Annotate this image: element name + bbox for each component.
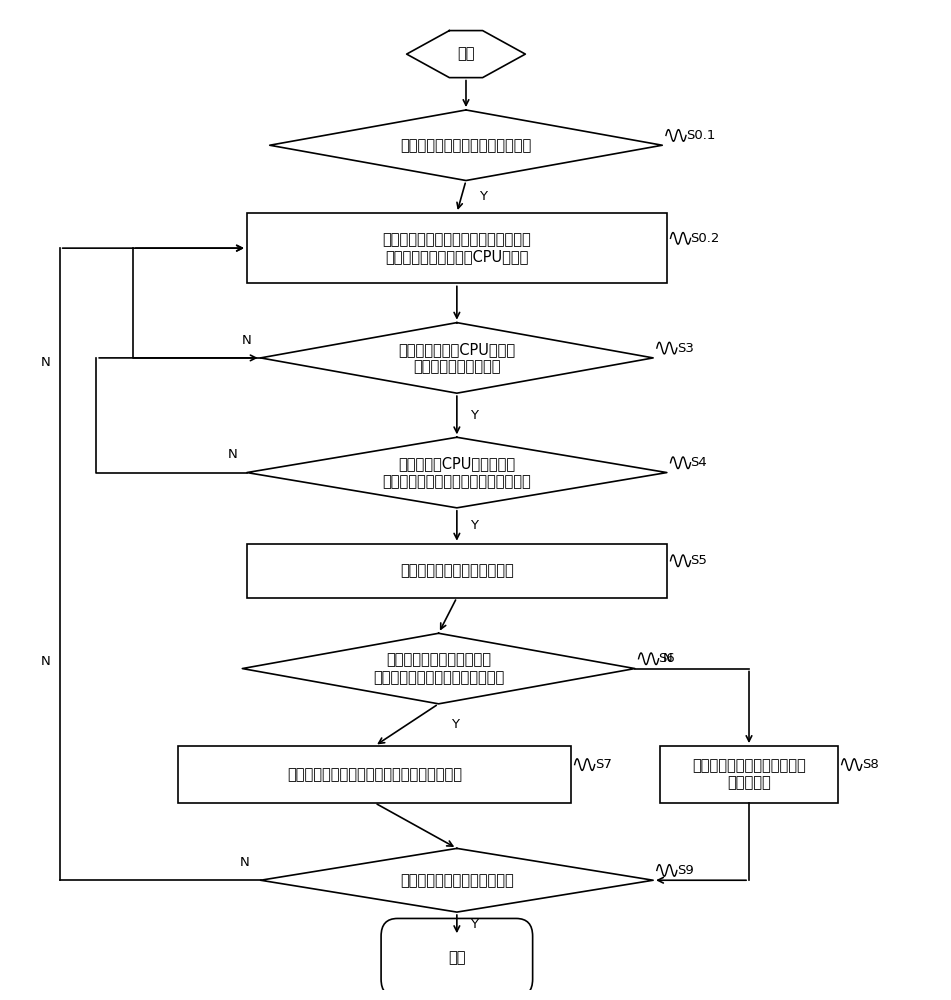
- FancyBboxPatch shape: [381, 918, 533, 997]
- Text: S0.2: S0.2: [690, 232, 720, 245]
- Text: Y: Y: [470, 918, 477, 931]
- Text: N: N: [41, 356, 50, 369]
- Text: S5: S5: [690, 554, 708, 567]
- Polygon shape: [407, 31, 525, 78]
- Polygon shape: [247, 437, 667, 508]
- Polygon shape: [261, 848, 653, 912]
- Text: Y: Y: [452, 718, 459, 731]
- Text: S6: S6: [659, 652, 675, 665]
- Text: S0.1: S0.1: [686, 129, 715, 142]
- Text: 判断预设监听时间段是否结束: 判断预设监听时间段是否结束: [400, 873, 514, 888]
- Polygon shape: [270, 110, 662, 181]
- Text: S7: S7: [594, 758, 611, 771]
- Text: Y: Y: [478, 190, 487, 203]
- Text: 开始: 开始: [457, 47, 475, 62]
- Text: 判断当前运行的进程是否为
与电子设备的操作系统相关的进程: 判断当前运行的进程是否为 与电子设备的操作系统相关的进程: [373, 652, 504, 685]
- Text: N: N: [240, 856, 249, 869]
- Text: 结束与电子设备的操作系统不
相关的进程: 结束与电子设备的操作系统不 相关的进程: [692, 758, 805, 791]
- Text: 监听是否为与灭屏相关的广播信息: 监听是否为与灭屏相关的广播信息: [400, 138, 532, 153]
- Polygon shape: [261, 323, 653, 393]
- Text: 统计电子设备当前运行的进程: 统计电子设备当前运行的进程: [400, 563, 514, 578]
- Text: S3: S3: [677, 342, 694, 355]
- Text: N: N: [41, 655, 50, 668]
- Text: N: N: [662, 652, 672, 665]
- Bar: [247, 544, 667, 598]
- Bar: [247, 213, 667, 283]
- Bar: [179, 746, 571, 803]
- Text: 逐一判断进程的CPU占用率
是否超过预设占用阈值: 逐一判断进程的CPU占用率 是否超过预设占用阈值: [398, 342, 515, 374]
- Polygon shape: [243, 633, 635, 704]
- Text: S9: S9: [677, 864, 693, 877]
- Text: Y: Y: [470, 519, 477, 532]
- Text: N: N: [242, 334, 251, 347]
- Text: S4: S4: [690, 456, 708, 469]
- Text: N: N: [228, 448, 238, 461]
- Bar: [660, 746, 838, 803]
- Text: S8: S8: [862, 758, 879, 771]
- Text: 判断进程的CPU占用率超过
预设占用阈值的次数是否达到预设次数: 判断进程的CPU占用率超过 预设占用阈值的次数是否达到预设次数: [382, 456, 532, 489]
- Text: 对与电子设备的操作系统相关的进程加以保护: 对与电子设备的操作系统相关的进程加以保护: [287, 767, 462, 782]
- Text: Y: Y: [470, 409, 477, 422]
- Text: 结束: 结束: [448, 950, 466, 965]
- Text: 在预设监听时间段内间隔预置判断周期
检测电子设备各进程的CPU占用率: 在预设监听时间段内间隔预置判断周期 检测电子设备各进程的CPU占用率: [382, 232, 532, 264]
